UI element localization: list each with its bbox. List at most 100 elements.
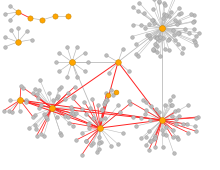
Point — [42, 113, 46, 116]
Point — [91, 142, 95, 144]
Point — [54, 61, 58, 63]
Point — [31, 116, 35, 118]
Point — [172, 129, 175, 132]
Point — [177, 20, 180, 23]
Point — [194, 44, 197, 46]
Point — [45, 117, 48, 120]
Point — [80, 107, 84, 110]
Point — [111, 94, 115, 96]
Point — [166, 39, 169, 42]
Point — [153, 134, 157, 137]
Point — [157, 37, 160, 40]
Point — [51, 98, 55, 101]
Point — [177, 115, 181, 117]
Point — [195, 130, 198, 133]
Point — [134, 125, 138, 127]
Point — [75, 112, 78, 115]
Point — [19, 85, 23, 88]
Point — [169, 103, 173, 106]
Point — [192, 14, 196, 16]
Point — [96, 104, 99, 106]
Point — [75, 139, 78, 141]
Point — [163, 104, 167, 107]
Point — [159, 54, 162, 57]
Point — [72, 94, 76, 97]
Point — [150, 140, 153, 142]
Point — [176, 109, 180, 112]
Point — [8, 19, 12, 21]
Point — [3, 45, 7, 48]
Point — [28, 17, 32, 19]
Point — [144, 109, 147, 112]
Point — [168, 99, 171, 101]
Point — [89, 143, 93, 146]
Point — [98, 127, 102, 129]
Point — [193, 28, 196, 30]
Point — [105, 91, 108, 94]
Point — [71, 97, 74, 100]
Point — [143, 112, 147, 115]
Point — [143, 27, 147, 30]
Point — [186, 104, 190, 106]
Point — [100, 118, 103, 121]
Point — [42, 135, 46, 137]
Point — [165, 126, 168, 129]
Point — [156, 37, 159, 40]
Point — [66, 92, 69, 94]
Point — [127, 70, 130, 72]
Point — [134, 43, 138, 46]
Point — [72, 113, 76, 116]
Point — [152, 0, 156, 1]
Point — [99, 140, 103, 143]
Point — [162, 2, 165, 5]
Point — [157, 110, 160, 113]
Point — [70, 61, 74, 63]
Point — [137, 9, 140, 12]
Point — [150, 18, 154, 21]
Point — [27, 127, 31, 130]
Point — [169, 10, 173, 13]
Point — [105, 98, 108, 101]
Point — [65, 76, 69, 79]
Point — [53, 15, 57, 17]
Point — [71, 107, 74, 110]
Point — [63, 98, 67, 101]
Point — [82, 100, 86, 103]
Point — [84, 140, 88, 143]
Point — [173, 39, 177, 42]
Point — [55, 96, 59, 99]
Point — [141, 98, 145, 101]
Point — [160, 128, 163, 131]
Point — [80, 131, 83, 134]
Point — [147, 34, 151, 37]
Point — [104, 100, 107, 103]
Point — [118, 110, 122, 113]
Point — [109, 88, 112, 91]
Point — [39, 104, 43, 106]
Point — [177, 12, 181, 15]
Point — [131, 23, 135, 26]
Point — [183, 28, 187, 30]
Point — [167, 14, 171, 17]
Point — [16, 27, 20, 29]
Point — [139, 117, 143, 119]
Point — [187, 32, 190, 35]
Point — [97, 141, 101, 144]
Point — [151, 19, 154, 21]
Point — [147, 149, 151, 151]
Point — [182, 47, 185, 49]
Point — [86, 122, 90, 125]
Point — [48, 92, 51, 95]
Point — [40, 19, 44, 21]
Point — [157, 1, 161, 4]
Point — [175, 136, 179, 139]
Point — [179, 12, 183, 14]
Point — [69, 105, 73, 108]
Point — [147, 23, 151, 26]
Point — [149, 104, 152, 107]
Point — [154, 108, 157, 111]
Point — [116, 61, 120, 63]
Point — [189, 13, 193, 16]
Point — [194, 41, 197, 44]
Point — [196, 116, 200, 118]
